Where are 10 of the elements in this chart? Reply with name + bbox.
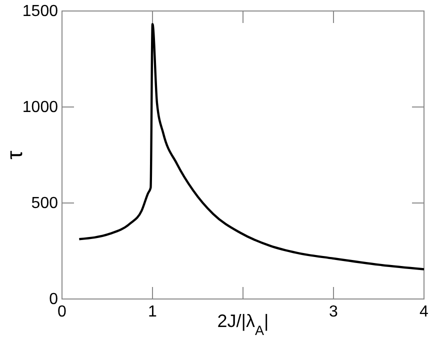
- x-tick-label: 4: [420, 303, 429, 320]
- x-tick-label: 3: [329, 303, 338, 320]
- y-tick-label: 1500: [22, 3, 58, 20]
- y-axis-title: τ: [2, 150, 27, 160]
- y-tick-label: 500: [31, 195, 58, 212]
- y-tick-label: 0: [49, 291, 58, 308]
- y-tick-label: 1000: [22, 99, 58, 116]
- line-series: [78, 22, 426, 270]
- x-axis-title: 2J/|λ$_{A}$|: [217, 311, 269, 337]
- x-tick-label: 1: [148, 303, 158, 320]
